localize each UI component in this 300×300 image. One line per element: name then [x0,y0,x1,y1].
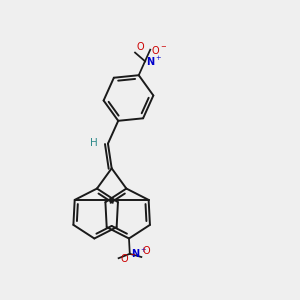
Text: N$^+$: N$^+$ [146,55,163,68]
Text: O: O [142,246,150,256]
Text: N$^+$: N$^+$ [131,247,148,260]
Text: O$^-$: O$^-$ [151,44,167,56]
Text: H: H [90,138,98,148]
Text: O: O [136,42,144,52]
Text: O$^-$: O$^-$ [120,252,136,264]
